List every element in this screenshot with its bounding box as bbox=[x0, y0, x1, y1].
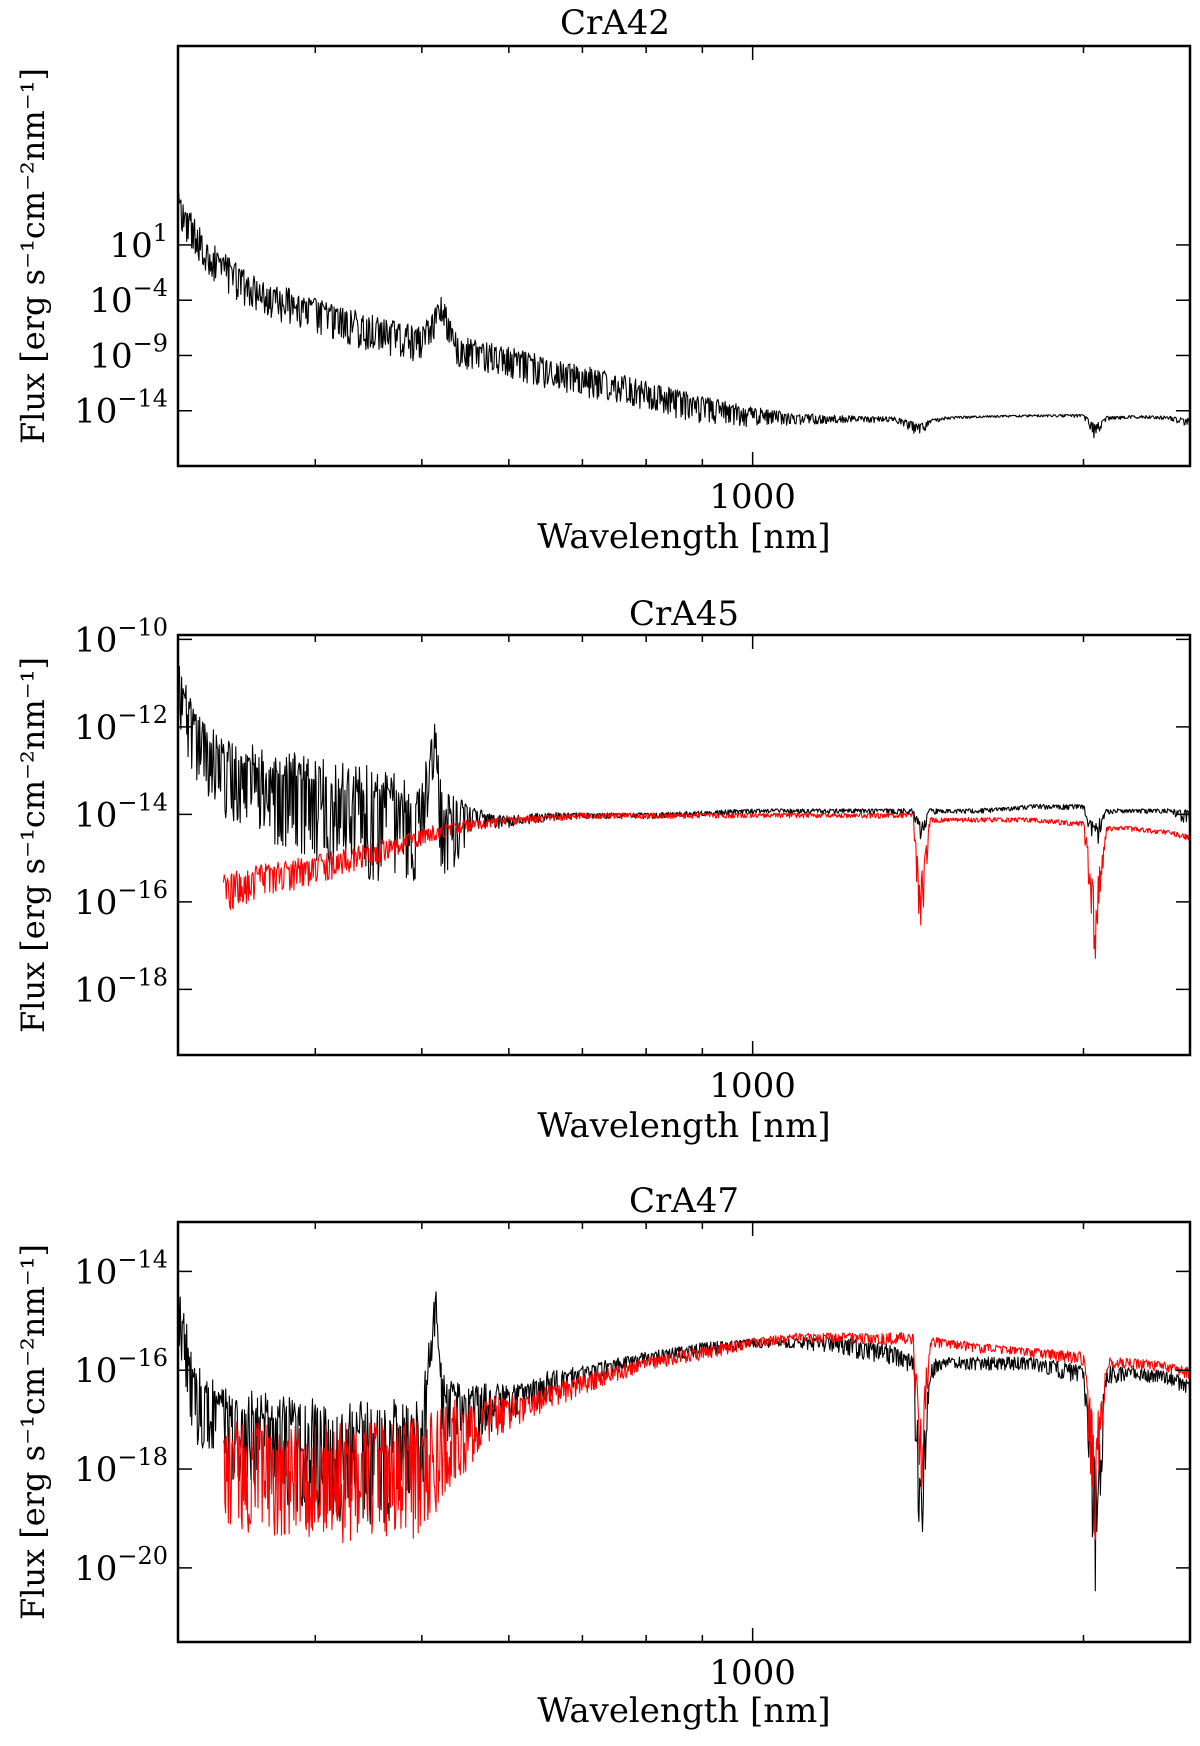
ticks: 1000 10−10 10−12 10−14 10−16 10−18 bbox=[74, 613, 1190, 1106]
y-tick-label: 101 bbox=[109, 219, 168, 266]
axes-frame bbox=[176, 633, 1192, 1057]
panel-cra47: CrA47 1000 10−14 10−16 10−18 10−20 Wavelengt… bbox=[14, 1181, 1192, 1731]
y-axis-label: Flux [erg s⁻¹cm⁻²nm⁻¹] bbox=[14, 1244, 52, 1620]
series-observed bbox=[178, 1291, 1190, 1592]
x-tick-label: 1000 bbox=[709, 1653, 796, 1693]
y-tick-label: 10−9 bbox=[89, 329, 168, 376]
ticks: 1000 10−14 10−16 10−18 10−20 bbox=[74, 1222, 1190, 1693]
y-tick-label: 10−14 bbox=[74, 788, 168, 835]
series-observed bbox=[178, 665, 1190, 882]
series-model bbox=[222, 1331, 1190, 1544]
axes-frame bbox=[176, 1220, 1192, 1644]
ticks: 1000 101 10−4 10−9 10−14 bbox=[74, 46, 1190, 517]
y-tick-label: 10−10 bbox=[74, 613, 168, 660]
y-tick-label: 10−16 bbox=[74, 876, 168, 923]
panel-cra42: CrA42 1000 101 10−4 10−9 10−14 Wavelength [n… bbox=[14, 3, 1192, 557]
y-tick-label: 10−18 bbox=[74, 1443, 168, 1490]
y-tick-label: 10−18 bbox=[74, 963, 168, 1010]
y-tick-label: 10−14 bbox=[74, 1245, 168, 1292]
x-axis-label: Wavelength [nm] bbox=[537, 1106, 830, 1146]
series-observed bbox=[178, 192, 1190, 439]
y-tick-label: 10−20 bbox=[74, 1542, 168, 1589]
x-axis-label: Wavelength [nm] bbox=[537, 1691, 830, 1731]
plot-area bbox=[178, 665, 1190, 959]
y-axis-label: Flux [erg s⁻¹cm⁻²nm⁻¹] bbox=[14, 68, 52, 444]
panel-title: CrA47 bbox=[629, 1181, 739, 1221]
y-tick-label: 10−12 bbox=[74, 701, 168, 748]
plot-area bbox=[178, 192, 1190, 439]
panel-cra45: CrA45 1000 10−10 10−12 10−14 10−16 10−18 Wave… bbox=[14, 594, 1192, 1146]
x-axis-label: Wavelength [nm] bbox=[537, 517, 830, 557]
plot-area bbox=[178, 1291, 1190, 1592]
x-tick-label: 1000 bbox=[709, 1066, 796, 1106]
y-tick-label: 10−16 bbox=[74, 1344, 168, 1391]
y-tick-label: 10−4 bbox=[89, 274, 168, 321]
panel-title: CrA42 bbox=[560, 3, 670, 43]
axes-frame bbox=[176, 44, 1192, 468]
y-axis-label: Flux [erg s⁻¹cm⁻²nm⁻¹] bbox=[14, 657, 52, 1033]
x-tick-label: 1000 bbox=[709, 477, 796, 517]
y-tick-label: 10−14 bbox=[74, 385, 168, 432]
panel-title: CrA45 bbox=[629, 594, 739, 634]
series-model bbox=[222, 812, 1190, 959]
